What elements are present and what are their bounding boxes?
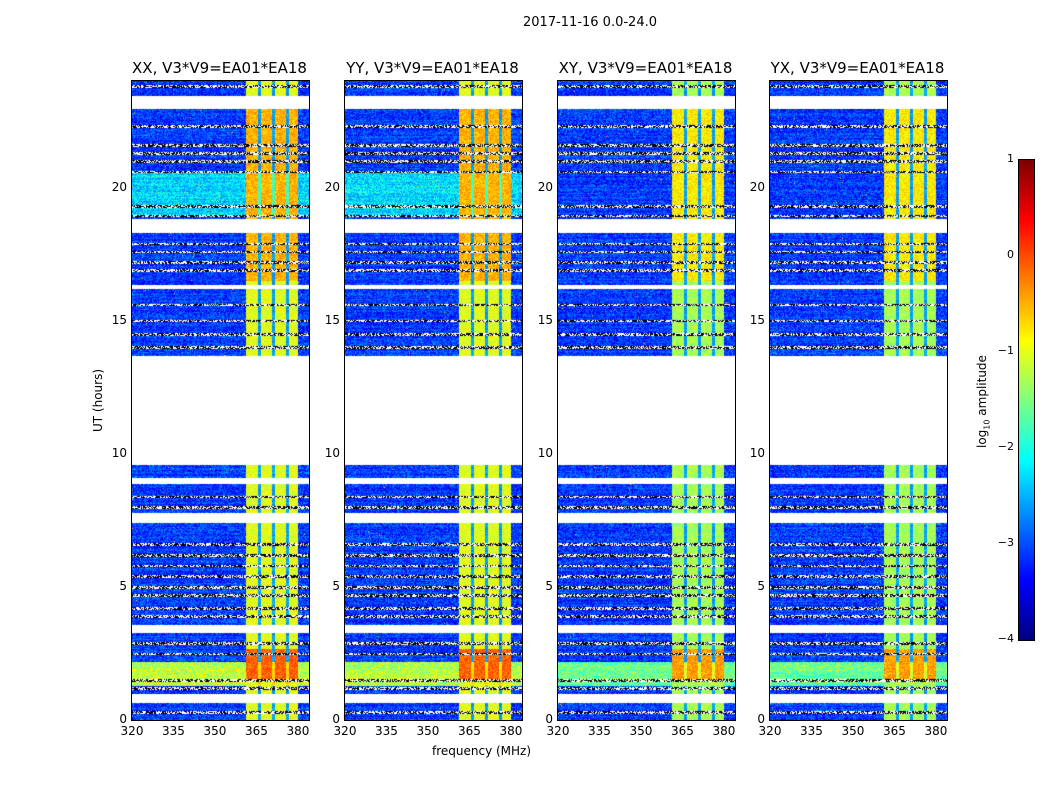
- x-tick-label: 365: [671, 724, 694, 738]
- x-tick-label: 365: [245, 724, 268, 738]
- y-tick-label: 20: [324, 179, 340, 194]
- y-tick-label: 10: [749, 445, 765, 460]
- colorbar-tick-label: 0: [1007, 248, 1014, 261]
- waterfall-panel: [769, 80, 948, 721]
- x-tick-label: 320: [120, 724, 144, 738]
- colorbar-gradient: [1019, 160, 1034, 640]
- waterfall-image: [132, 81, 309, 720]
- y-tick-label: 5: [545, 578, 553, 593]
- colorbar-label-subscript: 10: [982, 419, 992, 430]
- y-tick-label: 0: [545, 712, 553, 726]
- y-tick-label: 0: [332, 712, 340, 726]
- y-tick-label: 15: [324, 312, 340, 327]
- x-tick-label: 320: [333, 724, 357, 738]
- x-tick-label: 380: [286, 724, 310, 738]
- x-axis-label: frequency (MHz): [432, 744, 532, 758]
- y-tick-label: 20: [537, 179, 553, 194]
- colorbar-label: log10 amplitude: [975, 355, 991, 448]
- x-tick-label: 335: [588, 724, 611, 738]
- y-tick-label: 10: [111, 445, 127, 460]
- colorbar-label-rest: amplitude: [975, 355, 989, 420]
- x-tick-label: 335: [375, 724, 398, 738]
- x-tick-label: 350: [629, 724, 653, 738]
- waterfall-image: [770, 81, 947, 720]
- panel-title: XY, V3*V9=EA01*EA18: [558, 59, 733, 77]
- colorbar-label-main: log: [975, 429, 989, 448]
- y-tick-label: 20: [749, 179, 765, 194]
- x-tick-label: 335: [800, 724, 823, 738]
- panel-title: YX, V3*V9=EA01*EA18: [770, 59, 945, 77]
- x-tick-label: 320: [758, 724, 782, 738]
- y-axis-label: UT (hours): [91, 368, 105, 432]
- colorbar-tick-label: −3: [997, 536, 1014, 549]
- y-tick-label: 15: [111, 312, 127, 327]
- y-tick-label: 10: [324, 445, 340, 460]
- colorbar-tick-label: −1: [997, 344, 1014, 357]
- x-tick-label: 380: [924, 724, 948, 738]
- colorbar-tick-label: −4: [997, 632, 1014, 645]
- x-tick-label: 380: [499, 724, 523, 738]
- x-tick-label: 350: [203, 724, 227, 738]
- y-tick-label: 5: [757, 578, 765, 593]
- colorbar: [1018, 159, 1035, 641]
- waterfall-image: [558, 81, 735, 720]
- x-tick-label: 365: [883, 724, 906, 738]
- y-tick-label: 5: [332, 578, 340, 593]
- y-tick-label: 10: [537, 445, 553, 460]
- y-tick-label: 0: [757, 712, 765, 726]
- figure-title: 2017-11-16 0.0-24.0: [523, 15, 657, 30]
- waterfall-panel: [557, 80, 736, 721]
- y-tick-label: 0: [119, 712, 127, 726]
- x-tick-label: 350: [416, 724, 440, 738]
- y-tick-label: 5: [119, 578, 127, 593]
- y-tick-label: 15: [537, 312, 553, 327]
- waterfall-image: [345, 81, 522, 720]
- y-tick-label: 20: [111, 179, 127, 194]
- waterfall-panel: [131, 80, 310, 721]
- colorbar-tick-label: −2: [997, 440, 1014, 453]
- colorbar-tick-label: 1: [1007, 152, 1014, 165]
- x-tick-label: 320: [546, 724, 570, 738]
- x-tick-label: 365: [458, 724, 481, 738]
- y-tick-label: 15: [749, 312, 765, 327]
- x-tick-label: 350: [841, 724, 865, 738]
- panel-title: XX, V3*V9=EA01*EA18: [132, 59, 307, 77]
- x-tick-label: 380: [712, 724, 736, 738]
- x-tick-label: 335: [162, 724, 185, 738]
- waterfall-panel: [344, 80, 523, 721]
- panel-title: YY, V3*V9=EA01*EA18: [346, 59, 519, 77]
